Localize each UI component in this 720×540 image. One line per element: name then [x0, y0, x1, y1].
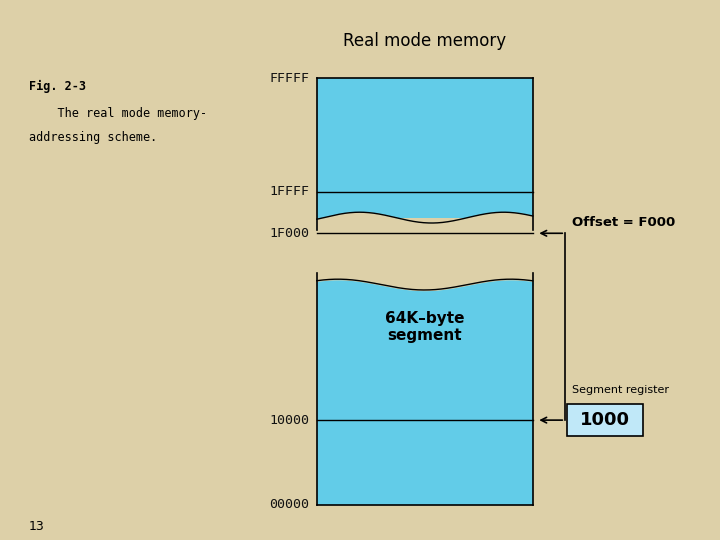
Text: 1F000: 1F000	[269, 227, 310, 240]
Text: 00000: 00000	[269, 498, 310, 511]
Text: 10000: 10000	[269, 414, 310, 427]
Text: 13: 13	[29, 520, 45, 533]
Text: Fig. 2-3: Fig. 2-3	[29, 80, 86, 93]
Bar	[317, 78, 533, 218]
Text: 1000: 1000	[580, 411, 630, 429]
Text: Segment register: Segment register	[572, 386, 670, 395]
Text: 64K–byte
segment: 64K–byte segment	[385, 310, 464, 343]
Text: 1FFFF: 1FFFF	[269, 185, 310, 198]
Text: addressing scheme.: addressing scheme.	[29, 131, 157, 144]
FancyBboxPatch shape	[567, 404, 643, 436]
Text: Offset = F000: Offset = F000	[572, 216, 675, 229]
Bar	[317, 285, 533, 505]
Text: Real mode memory: Real mode memory	[343, 31, 506, 50]
Text: FFFFF: FFFFF	[269, 72, 310, 85]
Text: The real mode memory-: The real mode memory-	[29, 107, 207, 120]
